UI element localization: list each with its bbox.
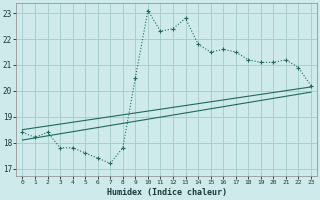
X-axis label: Humidex (Indice chaleur): Humidex (Indice chaleur) — [107, 188, 227, 197]
